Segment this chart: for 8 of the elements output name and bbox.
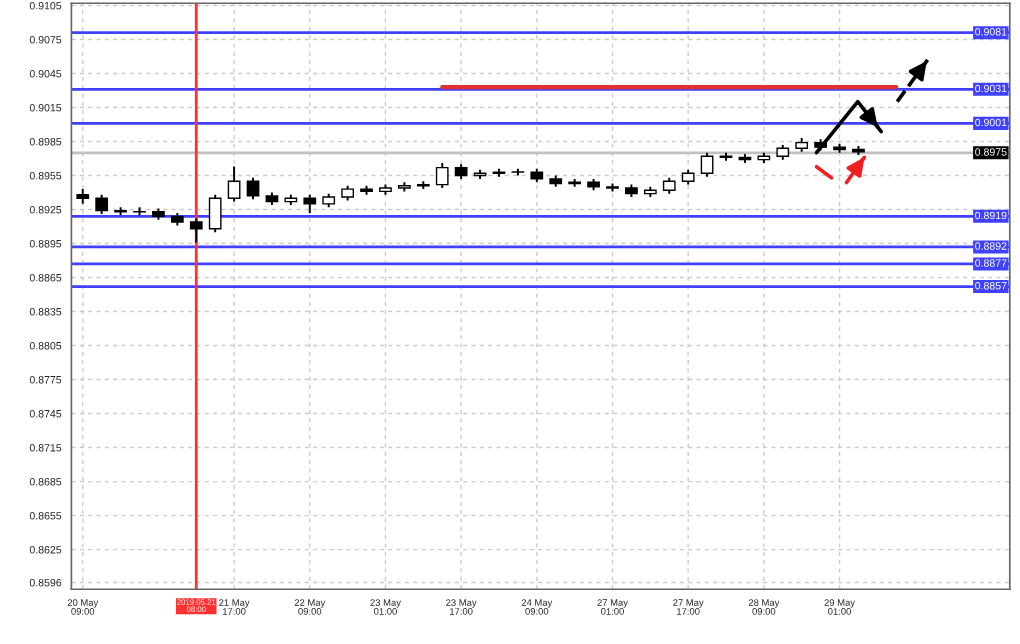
candlestick (227, 165, 241, 203)
candlestick (303, 193, 317, 214)
candlestick (189, 217, 203, 244)
candlestick (700, 151, 714, 178)
candlestick (95, 193, 109, 216)
candlestick (246, 176, 260, 201)
candlestick (208, 193, 222, 234)
candlestick (435, 162, 449, 189)
